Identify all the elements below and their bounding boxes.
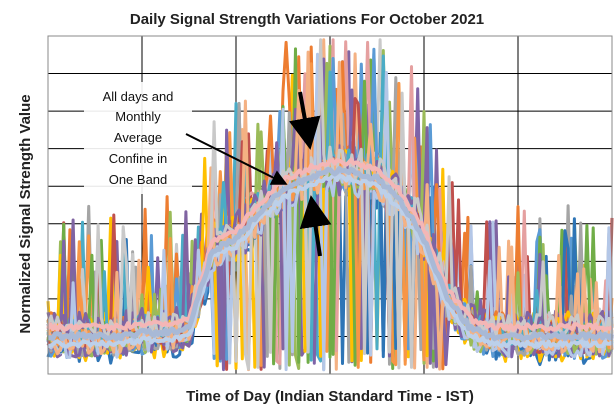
annotation-line-1: All days and xyxy=(103,89,174,104)
annotation-line-2: Monthly xyxy=(115,109,161,124)
chart-title: Daily Signal Strength Variations For Oct… xyxy=(130,11,484,28)
annotation: All days and Monthly Average Confine in … xyxy=(84,82,332,257)
x-axis-title: Time of Day (Indian Standard Time - IST) xyxy=(186,388,474,405)
annotation-line-4: Confine in xyxy=(109,151,168,166)
monthly-average-line xyxy=(47,166,614,342)
annotation-arrow-diagonal xyxy=(185,133,288,185)
average-band-line xyxy=(47,174,613,349)
annotation-line-5: One Band xyxy=(109,172,168,187)
annotation-box xyxy=(84,82,192,194)
average-layer xyxy=(46,157,614,349)
plot-border xyxy=(47,35,613,375)
y-axis-title: Normalized Signal Strength Value xyxy=(17,94,34,333)
annotation-arrow-up xyxy=(299,195,332,257)
daily-series-line xyxy=(46,38,614,371)
average-band-line xyxy=(46,157,614,332)
annotation-line-3: Average xyxy=(114,130,162,145)
annotation-arrow-down xyxy=(289,91,321,150)
